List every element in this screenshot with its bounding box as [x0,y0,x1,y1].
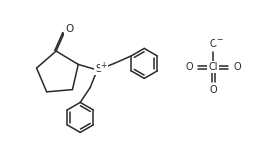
Text: O: O [185,62,193,72]
Text: O: O [209,39,217,49]
Text: O: O [209,85,217,95]
Text: S: S [95,64,102,74]
Text: +: + [100,61,107,70]
Text: O: O [65,24,73,34]
Text: Cl: Cl [208,62,218,72]
Text: O: O [233,62,241,72]
Text: −: − [216,35,222,45]
